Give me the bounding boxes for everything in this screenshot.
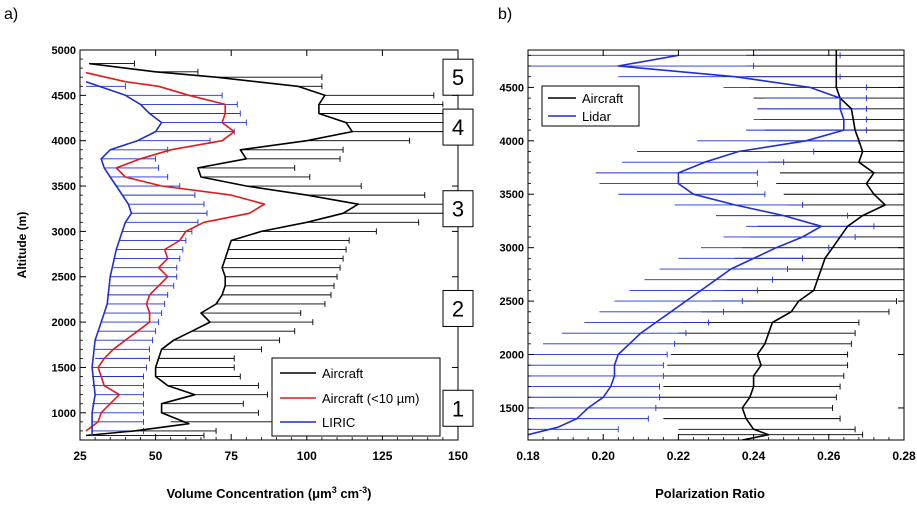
panel-b-ytick-label: 4000 (500, 136, 524, 148)
svg-text:5: 5 (452, 65, 464, 90)
svg-text:3: 3 (452, 197, 464, 222)
panel-a-xlabel: Volume Concentration (μm3 cm-3) (167, 485, 372, 501)
legend-label-lidar: Lidar (582, 109, 612, 124)
panel-a-xtick-label: 25 (73, 449, 87, 463)
panel-b-plot-frame (527, 49, 905, 441)
panel-b-ticks: 0.18 0.20 0.22 0.24 0.26 0.28 1500 2000 2500 3000… (500, 50, 916, 463)
panel-a-series-aircraft-10-m (85, 71, 266, 432)
panel-a-ytick-label: 2500 (52, 272, 76, 284)
layer-label-1: 1 (442, 389, 474, 427)
panel-a-series-aircraft (85, 62, 359, 437)
panel-a-ticks: 25 50 75 100 125 1501000150020002500300035004… (52, 45, 469, 463)
panel-a-xtick-label: 75 (225, 449, 239, 463)
panel-a-plot-frame (79, 49, 459, 441)
panel-a-ylabel: Altitude (m) (15, 212, 29, 279)
panel-a-layer-labels: 5 4 3 2 1 (442, 58, 474, 427)
panel-a-xtick-label: 50 (149, 449, 163, 463)
layer-label-5: 5 (442, 58, 474, 96)
layer-label-2: 2 (442, 289, 474, 327)
panel-a-xtick-label: 125 (372, 449, 392, 463)
panel-a-legend: Aircraft Aircraft (<10 µm) LIRIC (271, 357, 441, 437)
panel-b-series-lines (528, 50, 886, 440)
legend-label-aircraft-fine: Aircraft (<10 µm) (322, 391, 419, 406)
panel-a-ytick-label: 4000 (52, 136, 76, 148)
legend-label-liric: LIRIC (322, 415, 355, 430)
panel-b-xtick-label: 0.26 (817, 449, 841, 463)
panel-b-xtick-label: 0.20 (592, 449, 616, 463)
panel-b-xtick-label: 0.18 (516, 449, 540, 463)
legend-label-aircraft: Aircraft (322, 366, 364, 381)
panel-b-series-lidar (528, 54, 845, 436)
panel-b-series-aircraft (741, 50, 886, 440)
panel-a-ytick-label: 5000 (52, 45, 76, 57)
panel-b-legend: Aircraft Lidar (541, 85, 640, 127)
panel-a-xtick-label: 150 (448, 449, 468, 463)
panel-b-xtick-label: 0.22 (667, 449, 691, 463)
panel-b-ytick-label: 3000 (500, 243, 524, 255)
panel-b-xlabel: Polarization Ratio (655, 486, 765, 501)
layer-label-3: 3 (442, 190, 474, 228)
panel-a-label: a) (4, 6, 18, 23)
panel-a-series-liric (85, 80, 163, 436)
panel-b-ytick-label: 2500 (500, 296, 524, 308)
svg-text:2: 2 (452, 296, 464, 321)
panel-b-ytick-label: 2000 (500, 350, 524, 362)
legend-label-aircraft-b: Aircraft (582, 91, 624, 106)
panel-b-xtick-label: 0.28 (892, 449, 916, 463)
panel-a-ytick-label: 4500 (52, 90, 76, 102)
panel-b-xtick-label: 0.24 (742, 449, 766, 463)
panel-a-ytick-label: 1000 (52, 408, 76, 420)
panel-b-ytick-label: 4500 (500, 82, 524, 94)
panel-a-ytick-label: 3000 (52, 226, 76, 238)
panel-b-ytick-label: 3500 (500, 189, 524, 201)
svg-text:1: 1 (452, 396, 464, 421)
panel-b-error-bars (528, 52, 904, 438)
panel-a-ytick-label: 3500 (52, 181, 76, 193)
panel-a-ytick-label: 2000 (52, 317, 76, 329)
panel-a-series-lines (85, 62, 359, 437)
panel-a-xtick-label: 100 (297, 449, 317, 463)
panel-a-ytick-label: 1500 (52, 362, 76, 374)
svg-text:4: 4 (452, 115, 464, 140)
panel-b-ytick-label: 1500 (500, 403, 524, 415)
panel-b-label: b) (498, 6, 512, 23)
layer-label-4: 4 (442, 108, 474, 146)
